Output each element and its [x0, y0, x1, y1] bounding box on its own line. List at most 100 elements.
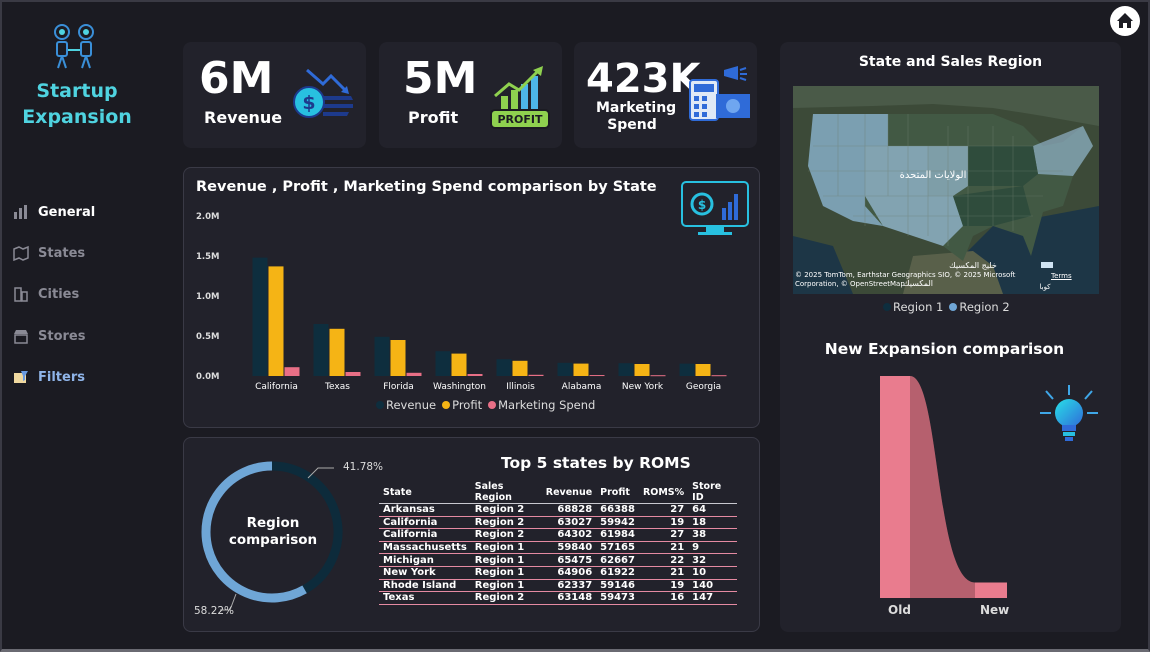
bar-revenue[interactable] [557, 362, 573, 376]
bar-revenue[interactable] [435, 351, 451, 376]
table-header-cell[interactable]: Revenue [541, 481, 597, 504]
bar-profit[interactable] [634, 364, 650, 376]
map-icon [13, 245, 29, 261]
bar-revenue[interactable] [496, 359, 512, 376]
x-tick-label: California [255, 382, 298, 392]
bar-profit[interactable] [268, 266, 284, 376]
table-cell: California [379, 528, 471, 542]
table-cell: 32 [688, 553, 737, 567]
building-icon [14, 287, 28, 302]
bar-profit[interactable] [390, 340, 406, 376]
donut-slice[interactable] [271, 461, 343, 594]
brand-title: Startup Expansion [16, 78, 138, 130]
table-cell: Massachusetts [379, 541, 471, 555]
table-cell: 57165 [596, 541, 639, 555]
map-title: State and Sales Region [858, 54, 1043, 70]
bar-revenue[interactable] [313, 324, 329, 376]
y-tick-label: 2.0M [196, 212, 220, 222]
map-legend-region2: Region 2 [949, 300, 1010, 314]
bar-profit[interactable] [695, 364, 711, 376]
table-header-cell[interactable]: State [379, 481, 471, 504]
expansion-title: New Expansion comparison [824, 340, 1065, 358]
bar-chart-icon [14, 205, 27, 219]
table-cell: 68828 [541, 503, 597, 517]
donut-label-bottom: 58.22% [194, 605, 235, 617]
table-row[interactable]: Michigan Region 1 65475 62667 22 32 [379, 553, 737, 567]
table-cell: Michigan [379, 553, 471, 567]
table-cell: 10 [688, 566, 737, 580]
table-cell: 61984 [596, 528, 639, 542]
brand-line1: Startup [36, 80, 118, 102]
table-row[interactable]: Arkansas Region 2 68828 66388 27 64 [379, 503, 737, 517]
table-row[interactable]: New York Region 1 64906 61922 21 10 [379, 566, 737, 580]
bar-profit[interactable] [451, 353, 467, 376]
map-label-gulf: خليج المكسيك [949, 261, 997, 270]
y-tick-label: 1.5M [196, 252, 220, 262]
home-button[interactable] [1110, 6, 1140, 36]
table-cell: 59146 [596, 579, 639, 593]
table-cell: New York [379, 566, 471, 580]
bar-chart-legend: Revenue Profit Marketing Spend [376, 398, 595, 412]
map-terms-link[interactable]: Terms [1051, 272, 1072, 280]
table-row[interactable]: Texas Region 2 63148 59473 16 147 [379, 591, 737, 605]
table-row[interactable]: California Region 2 64302 61984 27 38 [379, 528, 737, 542]
nav-states[interactable]: States [12, 241, 162, 265]
table-header-cell[interactable]: Profit [596, 481, 639, 504]
bar-marketing-spend[interactable] [589, 375, 605, 377]
nav-general[interactable]: General [12, 200, 162, 224]
table-header-cell[interactable]: Store ID [688, 481, 737, 504]
bar-marketing-spend[interactable] [284, 367, 300, 376]
map-view[interactable]: الولايات المتحدة خليج المكسيك المكسيك كو… [793, 86, 1099, 294]
map-label-mexico: المكسيك [903, 279, 933, 288]
donut-center-line2: comparison [228, 532, 318, 548]
bar-profit[interactable] [512, 360, 528, 376]
bar-marketing-spend[interactable] [345, 372, 361, 376]
y-tick-label: 0.0M [196, 372, 220, 382]
nav-stores[interactable]: Stores [12, 324, 162, 348]
table-cell: California [379, 516, 471, 530]
roms-table: State Sales Region Revenue Profit ROMS% Store… [379, 481, 737, 605]
table-cell: 64 [688, 503, 737, 517]
table-cell: Region 2 [470, 503, 542, 517]
bar-profit[interactable] [329, 328, 345, 376]
donut-slice[interactable] [201, 461, 307, 603]
kpi-profit-label: Profit [408, 108, 459, 127]
table-row[interactable]: Massachusetts Region 1 59840 57165 21 9 [379, 541, 737, 555]
table-cell: 27 [638, 503, 689, 517]
bar-marketing-spend[interactable] [467, 374, 483, 376]
table-row[interactable]: California Region 2 63027 59942 19 18 [379, 516, 737, 530]
table-cell: 38 [688, 528, 737, 542]
bar-revenue[interactable] [374, 336, 390, 376]
kpi-revenue-label: Revenue [204, 108, 283, 127]
x-tick-label: Georgia [686, 382, 721, 392]
bar-marketing-spend[interactable] [650, 375, 666, 377]
table-header-cell[interactable]: Sales Region [470, 481, 542, 504]
nav-filters[interactable]: Filters [12, 365, 162, 389]
bar-marketing-spend[interactable] [406, 372, 422, 376]
kpi-card-profit: 5M Profit PROFIT [379, 42, 562, 148]
profit-badge-text: PROFIT [498, 113, 543, 126]
kpi-marketing-value: 423K [586, 56, 701, 102]
bar-marketing-spend[interactable] [528, 374, 544, 376]
map-legend: Region 1 Region 2 [883, 300, 1010, 314]
nav-cities[interactable]: Cities [12, 282, 162, 306]
table-body: Arkansas Region 2 68828 66388 27 64 California… [379, 503, 737, 605]
expansion-x-new: New [980, 603, 1010, 617]
table-cell: 62337 [541, 579, 597, 593]
table-cell: 147 [688, 591, 737, 605]
donut-center-line1: Region [246, 515, 300, 531]
table-title: Top 5 states by ROMS [501, 454, 691, 472]
bar-revenue[interactable] [679, 363, 695, 376]
bar-marketing-spend[interactable] [711, 375, 727, 377]
marketing-calculator-icon [689, 66, 750, 121]
expansion-area[interactable] [880, 376, 1007, 598]
bar-revenue[interactable] [618, 363, 634, 376]
table-header-cell[interactable]: ROMS% [638, 481, 689, 504]
bar-revenue[interactable] [252, 257, 268, 376]
kpi-card-revenue: 6M Revenue $ [183, 42, 366, 148]
table-row[interactable]: Rhode Island Region 1 62337 59146 19 140 [379, 579, 737, 593]
table-cell: Arkansas [379, 503, 471, 517]
monitor-analytics-icon: $ [681, 181, 749, 235]
bar-profit[interactable] [573, 363, 589, 376]
